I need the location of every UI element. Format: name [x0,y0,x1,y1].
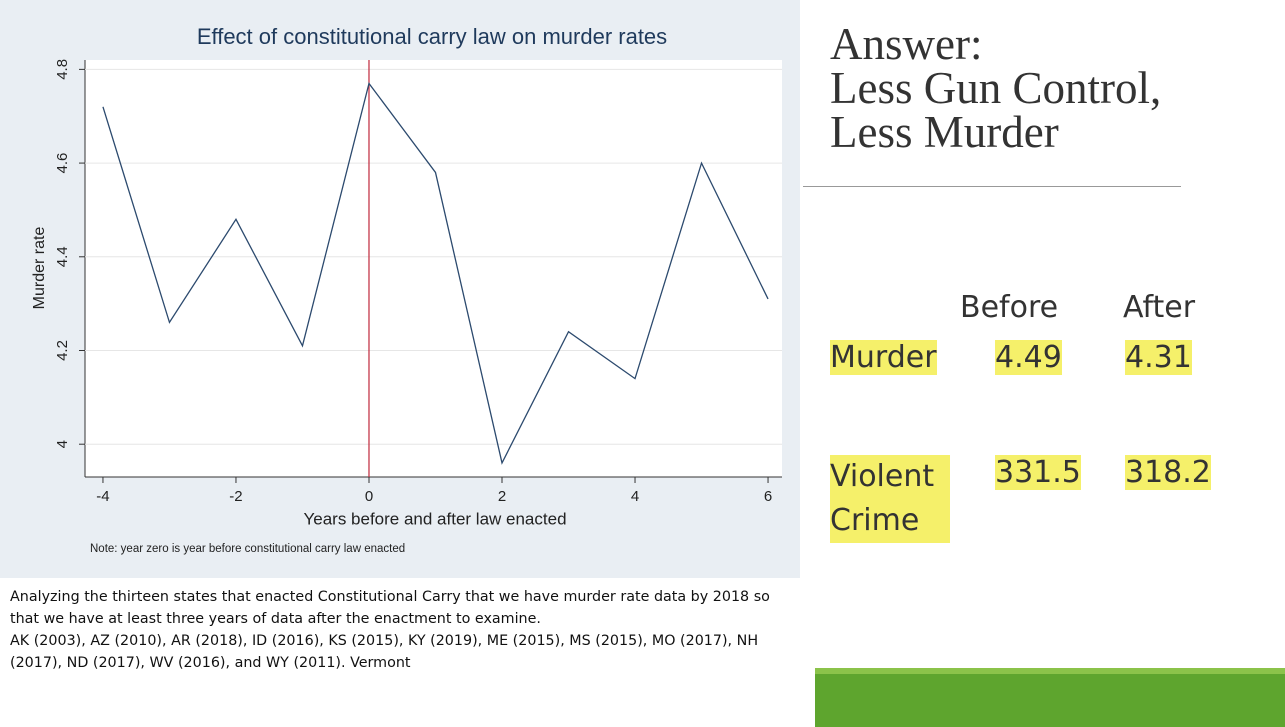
plot-area [85,60,782,477]
heading-line: Less Gun Control, [830,63,1162,113]
x-tick-label: -2 [229,488,242,505]
table-cell: Murder [830,340,937,375]
y-tick-label: 4.2 [54,340,71,361]
heading-line: Less Murder [830,107,1059,157]
y-axis-label: Murder rate [31,227,48,310]
body-text: Analyzing the thirteen states that enact… [10,586,790,674]
paragraph: Analyzing the thirteen states that enact… [10,589,770,627]
table-cell: Before [960,290,1059,325]
x-tick-label: -4 [96,488,109,505]
x-tick-label: 6 [764,488,772,505]
heading: Answer: Less Gun Control, Less Murder [830,19,1162,157]
divider [803,186,1181,187]
paragraph: AK (2003), AZ (2010), AR (2018), ID (201… [10,633,759,671]
y-tick-label: 4.6 [54,153,71,174]
table-cell: 318.2 [1125,455,1211,490]
x-tick-label: 4 [631,488,639,505]
x-tick-label: 0 [365,488,373,505]
x-axis-label: Years before and after law enacted [303,509,566,528]
y-tick-label: 4 [54,440,71,448]
y-tick-label: 4.8 [54,59,71,80]
x-tick-label: 2 [498,488,506,505]
table-cell: 4.49 [995,340,1062,375]
chart-title: Effect of constitutional carry law on mu… [197,24,667,49]
chart: Effect of constitutional carry law on mu… [0,0,800,578]
table-cell: Violent Crime [830,455,950,543]
table-cell: After [1123,290,1196,325]
table-cell: 4.31 [1125,340,1192,375]
note: Note: year zero is year before constitut… [90,543,405,555]
heading-line: Answer: [830,19,983,69]
footer-bar [815,668,1285,727]
data-line [102,81,769,465]
table-cell: 331.5 [995,455,1081,490]
y-tick-label: 4.4 [54,246,71,267]
